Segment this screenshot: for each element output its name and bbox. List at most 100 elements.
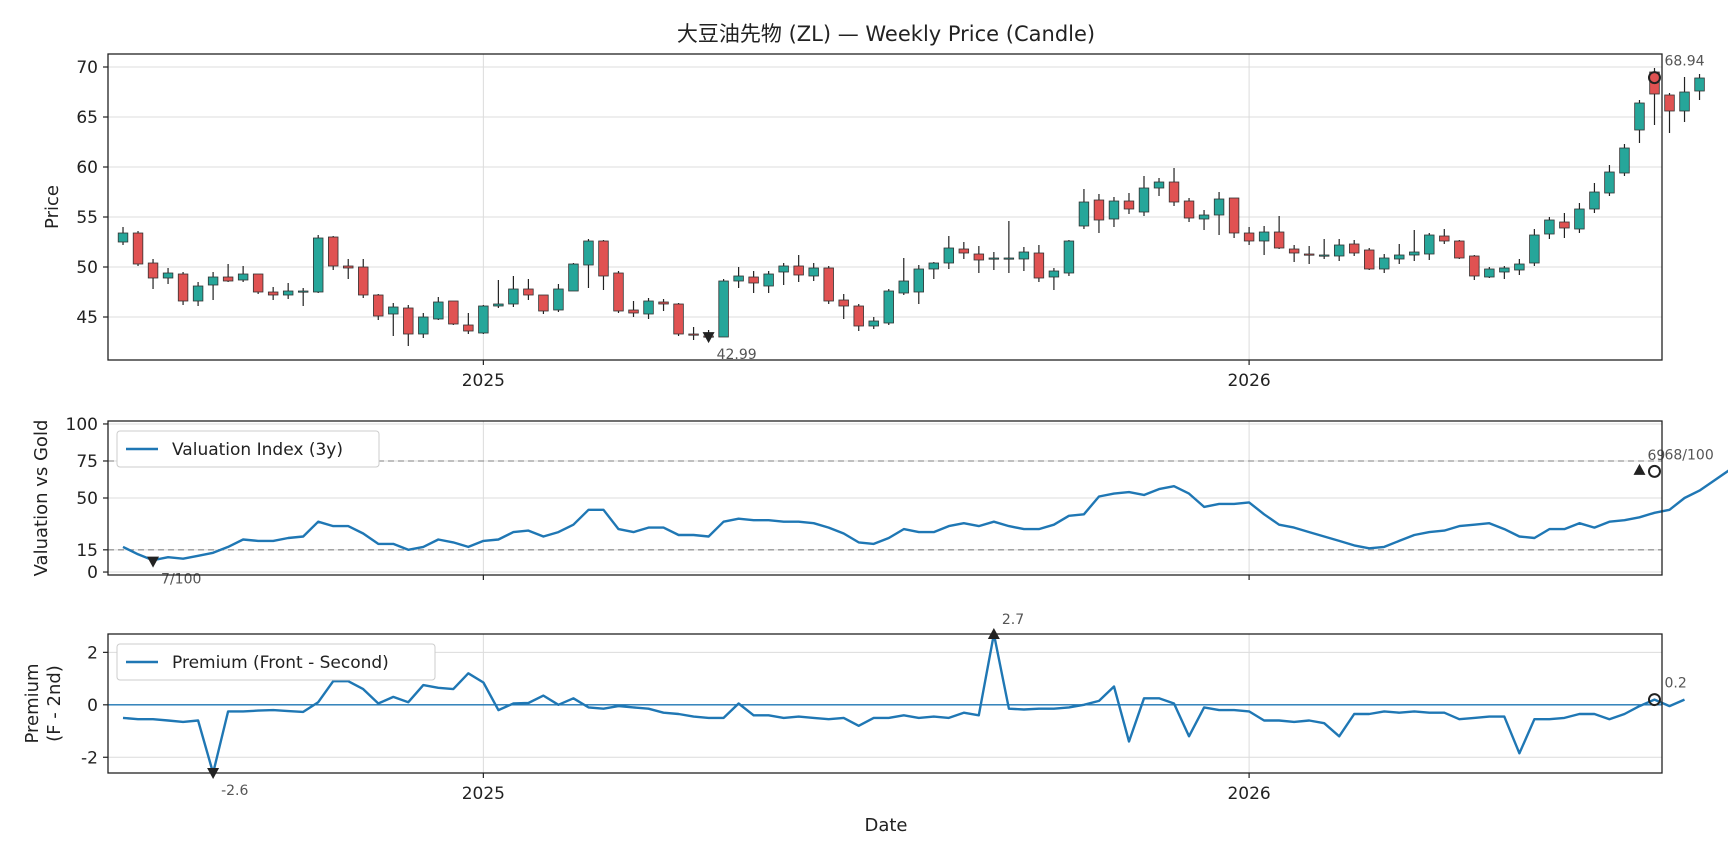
candle-up [1424, 234, 1435, 255]
y-tick-label: 50 [76, 258, 98, 278]
candle-up [1138, 187, 1150, 213]
candle-down [853, 305, 864, 327]
legend-box [116, 430, 380, 468]
candle-up [868, 320, 879, 327]
candle-up [643, 300, 654, 315]
candle-down [1168, 181, 1180, 203]
candle-up [1634, 102, 1645, 131]
candle-down [1033, 252, 1045, 279]
candle-up [1499, 267, 1510, 273]
y-tick-label: 75 [76, 452, 98, 472]
legend-box [116, 643, 436, 681]
candle-up [508, 288, 519, 305]
candle-down [1454, 240, 1465, 259]
candle-up [1018, 251, 1030, 260]
annotation-marker [1647, 693, 1661, 707]
candle-up [553, 288, 564, 311]
candle-down [463, 324, 474, 332]
series-line [122, 469, 1728, 562]
premium-panel: -2.6 2.7 0.2 -2 0 2 2025 2026 Premium (F - 2nd) Pr… [22, 612, 1687, 804]
candle-up [763, 273, 774, 287]
candle-up [1514, 263, 1525, 271]
candle-up [1529, 234, 1540, 264]
candle-down [1273, 231, 1285, 249]
candle-down [1348, 243, 1360, 254]
candle-up [1078, 201, 1090, 227]
candle-up [883, 290, 894, 324]
candle-down [328, 236, 339, 267]
y-tick-label: 15 [76, 541, 98, 561]
candle-down [613, 272, 624, 312]
y-tick-label: 0 [87, 696, 98, 716]
candle-down [538, 294, 549, 312]
valuation-panel: 7/100 69 68/100 015 50 75 100 Valuation vs Gold… [31, 415, 1728, 588]
candle-up [1589, 191, 1600, 210]
candle-down [1288, 248, 1300, 254]
candle-up [312, 237, 324, 293]
candle-up [1394, 254, 1405, 260]
annotation-label: 42.99 [717, 347, 757, 363]
legend-label: Valuation Index (3y) [172, 440, 343, 460]
candle-up [1063, 240, 1075, 274]
candle-down [1183, 200, 1195, 219]
candle-up [418, 316, 429, 335]
y-tick-label: 0 [87, 563, 98, 583]
annotation-label: -2.6 [221, 783, 248, 799]
candle-down [343, 265, 354, 269]
candle-up [192, 285, 204, 302]
candle-down [373, 294, 384, 317]
price-panel: 42.99 68.94 45 50 55 60 65 70 2025 2026 Price [42, 53, 1705, 391]
candle-down [403, 307, 414, 335]
candle-down [1559, 221, 1570, 229]
candle-up [1544, 219, 1555, 235]
candle-up [297, 290, 309, 293]
annotation-marker [1633, 463, 1646, 475]
annotation-marker [1647, 464, 1661, 478]
candle-up [718, 280, 729, 338]
candle-up [1604, 171, 1615, 194]
axes-frame [107, 53, 1663, 361]
candle-down [1364, 249, 1375, 270]
candle-up [1574, 208, 1585, 230]
candle-down [973, 253, 985, 261]
annotation-marker [702, 332, 715, 344]
candle-up [237, 273, 249, 281]
candle-up [568, 263, 579, 292]
candle-down [1469, 255, 1480, 277]
y-axis-label: Valuation vs Gold [31, 420, 52, 577]
legend-label: Premium (Front - Second) [172, 653, 389, 673]
candle-up [1333, 244, 1345, 257]
candle-down [267, 291, 279, 296]
series-line [122, 632, 1685, 775]
candle-down [1123, 200, 1135, 210]
candle-down [358, 266, 369, 296]
candle-down [1228, 197, 1240, 234]
candle-down [958, 248, 970, 254]
candle-up [433, 301, 444, 320]
annotation-label: 69 [1647, 448, 1665, 464]
candle-up [207, 276, 219, 286]
candle-up [1409, 251, 1420, 256]
annotation-label: 68/100 [1664, 447, 1713, 463]
annotation-label: 2.7 [1002, 612, 1024, 628]
annotation-marker [147, 556, 160, 568]
candle-down [1093, 199, 1105, 221]
y-tick-label: 50 [76, 489, 98, 509]
candle-up [1694, 77, 1705, 92]
candle-down [823, 267, 834, 302]
candle-up [913, 268, 924, 293]
x-axis-label: Date [864, 815, 907, 836]
candle-up [778, 265, 789, 273]
candle-down [523, 288, 534, 296]
candle-down [177, 273, 189, 302]
x-tick-label: 2025 [462, 784, 505, 804]
x-tick-label: 2026 [1227, 784, 1270, 804]
candle-up [1108, 200, 1120, 220]
candle-down [1439, 235, 1450, 242]
candle-up [583, 240, 594, 266]
candle-up [478, 305, 489, 334]
x-tick-label: 2026 [1227, 371, 1270, 391]
candle-up [898, 280, 909, 294]
candle-down [673, 303, 684, 335]
